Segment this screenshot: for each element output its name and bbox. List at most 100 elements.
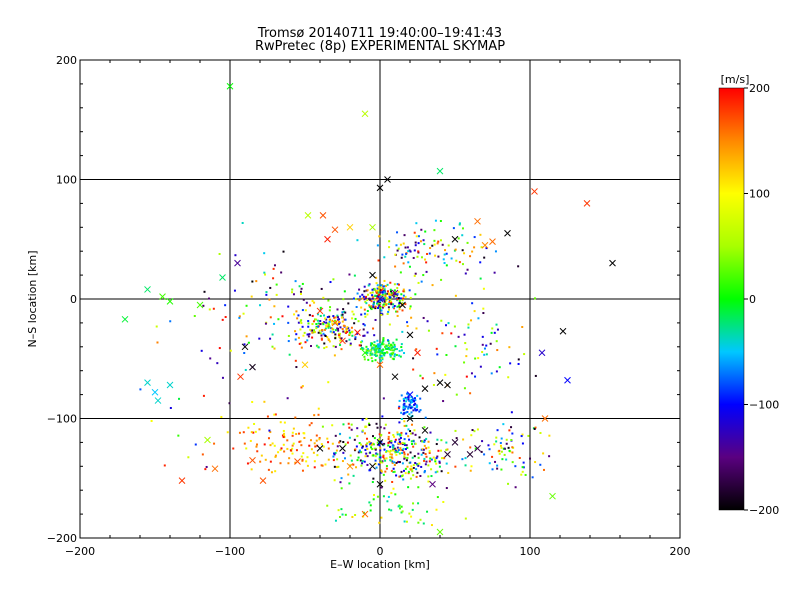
dot-point (423, 470, 426, 473)
dot-point (389, 354, 392, 357)
dot-point (548, 434, 551, 437)
dot-point (463, 361, 466, 364)
dot-point (450, 332, 453, 335)
dot-point (395, 244, 398, 247)
dot-point (457, 237, 460, 240)
dot-point (245, 304, 248, 307)
dot-point (294, 338, 297, 341)
dot-point (360, 313, 363, 316)
x-marker-point (249, 363, 256, 371)
dot-point (250, 431, 253, 434)
x-tick-label: 0 (377, 545, 384, 558)
dot-point (283, 421, 286, 424)
dot-point (424, 230, 427, 233)
dot-point (371, 360, 374, 363)
dot-point (402, 290, 405, 293)
dot-point (327, 458, 330, 461)
dot-point (360, 306, 363, 309)
dot-point (352, 297, 355, 300)
dot-point (381, 290, 384, 293)
dot-point (388, 293, 391, 296)
dot-point (500, 437, 503, 440)
x-marker-point (204, 436, 211, 444)
dot-point (518, 456, 521, 459)
dot-point (496, 349, 499, 352)
dot-point (337, 329, 340, 332)
dot-point (341, 513, 344, 516)
x-marker-point (376, 439, 384, 446)
dot-point (363, 308, 366, 311)
dot-point (407, 250, 410, 253)
dot-point (412, 502, 415, 505)
dot-point (365, 417, 368, 420)
dot-point (387, 438, 390, 441)
dot-point (500, 450, 503, 453)
dot-point (435, 347, 438, 350)
dot-point (369, 352, 372, 355)
dot-point (308, 444, 311, 447)
dot-point (370, 353, 373, 356)
dot-point (265, 291, 268, 294)
dot-point (415, 235, 418, 238)
dot-point (413, 400, 416, 403)
dot-point (365, 345, 368, 348)
dot-point (374, 347, 377, 350)
dot-point (302, 298, 305, 301)
dot-point (325, 346, 328, 349)
dot-point (282, 250, 285, 253)
dot-point (388, 508, 391, 511)
dot-point (410, 465, 413, 468)
dot-point (361, 347, 364, 350)
dot-point (366, 463, 369, 466)
dot-point (415, 409, 418, 412)
dot-point (366, 351, 369, 354)
dot-point (234, 254, 237, 257)
dot-point (298, 440, 301, 443)
dot-point (420, 228, 423, 231)
dot-point (390, 292, 393, 295)
dot-point (283, 432, 286, 435)
dot-point (392, 292, 395, 295)
dot-point (402, 409, 405, 412)
dot-point (263, 400, 266, 403)
dot-point (433, 243, 436, 246)
dot-point (422, 316, 425, 319)
dot-point (300, 287, 303, 290)
dot-point (408, 438, 411, 441)
dot-point (407, 407, 410, 410)
dot-point (382, 337, 385, 340)
dot-point (422, 522, 425, 525)
dot-point (331, 424, 334, 427)
dot-point (521, 325, 524, 328)
dot-point (361, 418, 364, 421)
dot-point (380, 349, 383, 352)
dot-point (341, 460, 344, 463)
dot-point (366, 331, 369, 334)
dot-point (368, 297, 371, 300)
dot-point (303, 331, 306, 334)
dot-point (368, 469, 371, 472)
dot-point (366, 448, 369, 451)
dot-point (399, 475, 402, 478)
dot-point (360, 464, 363, 467)
dot-point (306, 333, 309, 336)
dot-point (384, 423, 387, 426)
dot-point (408, 403, 411, 406)
dot-point (356, 239, 359, 242)
dot-point (482, 312, 485, 315)
dot-point (388, 431, 391, 434)
dot-point (542, 452, 545, 455)
dot-point (391, 457, 394, 460)
dot-point (333, 354, 336, 357)
dot-point (370, 446, 373, 449)
dot-point (403, 455, 406, 458)
dot-point (458, 222, 461, 225)
dot-point (272, 267, 275, 270)
dot-point (531, 476, 534, 479)
dot-point (340, 348, 343, 351)
dot-point (480, 246, 483, 249)
dot-point (404, 448, 407, 451)
dot-point (400, 511, 403, 514)
dot-point (364, 448, 367, 451)
dot-point (375, 289, 378, 292)
